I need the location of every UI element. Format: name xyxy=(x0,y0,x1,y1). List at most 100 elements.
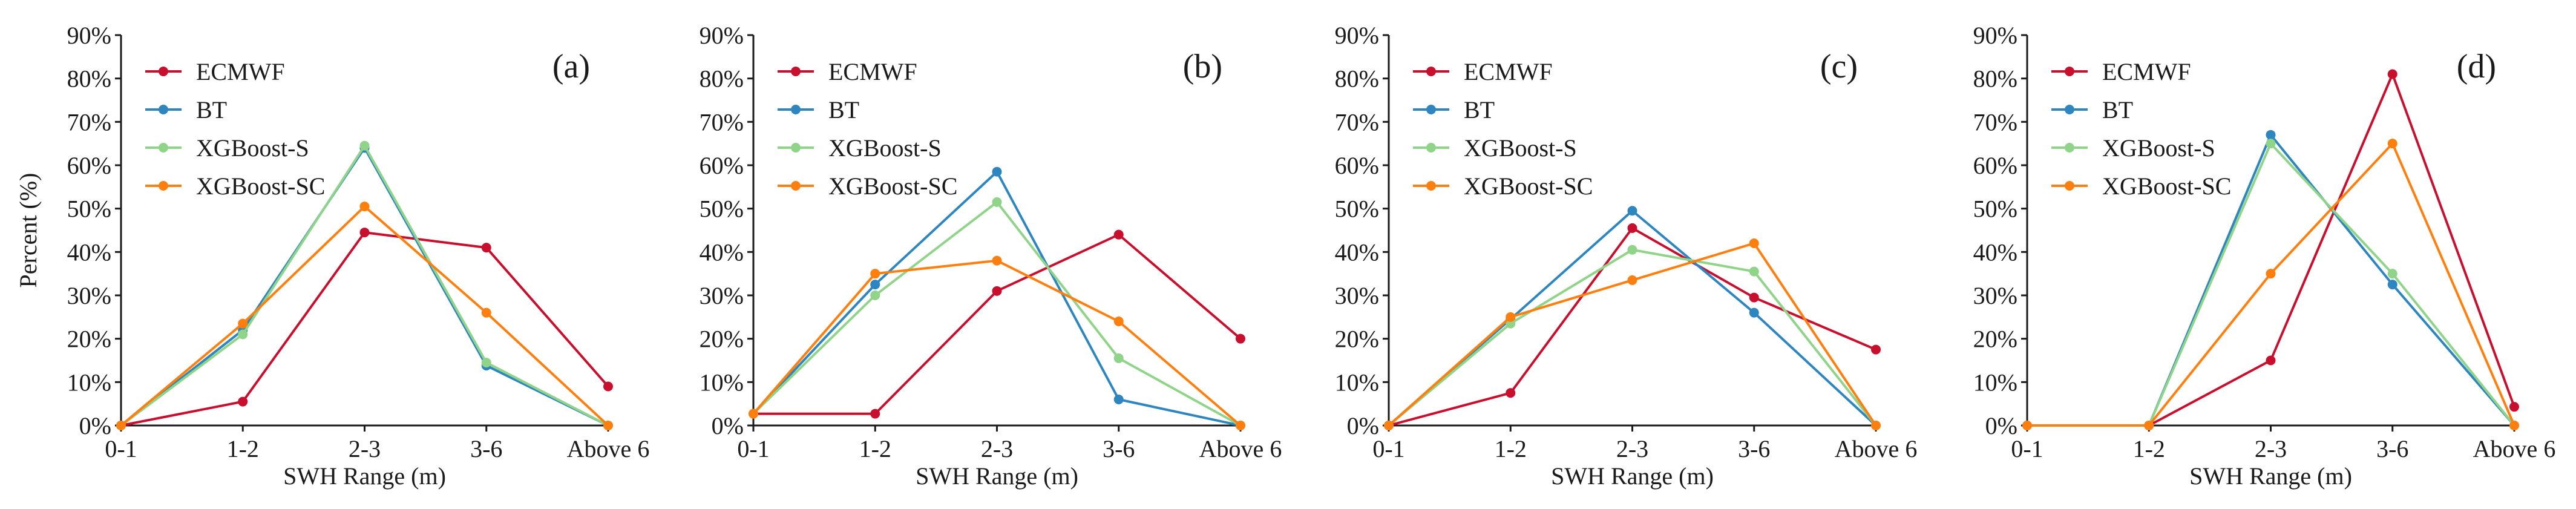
y-tick-label: 70% xyxy=(1973,108,2017,136)
data-point xyxy=(992,255,1002,266)
x-tick-label: Above 6 xyxy=(2473,435,2556,462)
y-tick-label: 60% xyxy=(1973,152,2017,179)
y-tick-label: 60% xyxy=(1335,152,1379,179)
x-tick-label: 0-1 xyxy=(2011,435,2043,462)
x-tick-label: 0-1 xyxy=(737,435,769,462)
legend-label: ECMWF xyxy=(828,58,917,85)
legend-marker xyxy=(2065,143,2074,153)
x-axis-title: SWH Range (m) xyxy=(916,462,1078,490)
y-tick-label: 30% xyxy=(700,282,744,309)
x-tick-label: Above 6 xyxy=(567,435,650,462)
data-point xyxy=(1627,275,1637,285)
data-point xyxy=(1236,333,1245,344)
legend-label: XGBoost-S xyxy=(2102,134,2215,162)
data-point xyxy=(1749,266,1759,277)
legend: ECMWF BT XGBoost-S XGBoost-SC xyxy=(1413,58,1593,200)
x-tick-label: 0-1 xyxy=(105,435,137,462)
legend-marker xyxy=(1426,105,1436,114)
y-tick-label: 80% xyxy=(1973,65,2017,93)
x-tick-label: 3-6 xyxy=(1738,435,1770,462)
y-tick-label: 10% xyxy=(1973,369,2017,396)
y-tick-label: 80% xyxy=(700,65,744,93)
series-line xyxy=(1388,226,1876,427)
series-ecmwf xyxy=(2022,69,2519,430)
panel-tag: (d) xyxy=(2457,48,2496,85)
legend-marker xyxy=(1426,143,1436,153)
series-xgboost-s xyxy=(2022,139,2519,430)
data-point xyxy=(749,409,758,419)
chart-panel-4: 0% 10% 20% 30% 40% 50% 60% 70% 80% 90% 0-1 1-2 2-3 3-… xyxy=(1973,22,2556,490)
series-line xyxy=(2027,141,2515,427)
data-point xyxy=(1627,206,1637,216)
data-point xyxy=(2387,69,2397,79)
chart-panel-1: 0% 10% 20% 30% 40% 50% 60% 70% 80% 90% 0-1 1-2 2-3 3-… xyxy=(15,22,649,490)
data-point xyxy=(2387,139,2397,149)
y-tick-label: 60% xyxy=(67,152,111,179)
y-tick-label: 70% xyxy=(700,108,744,136)
x-tick-label: 3-6 xyxy=(1103,435,1135,462)
data-point xyxy=(870,409,880,419)
y-tick-label: 30% xyxy=(1973,282,2017,309)
data-point xyxy=(1113,353,1124,363)
data-point xyxy=(1627,245,1637,255)
y-tick-label: 90% xyxy=(67,22,111,49)
legend-marker xyxy=(1426,67,1436,76)
data-point xyxy=(992,197,1002,207)
data-point xyxy=(992,286,1002,296)
x-axis-title: SWH Range (m) xyxy=(1551,462,1714,490)
data-point xyxy=(359,140,370,151)
data-point xyxy=(2266,355,2276,366)
data-point xyxy=(1749,292,1759,303)
y-tick-label: 40% xyxy=(1335,238,1379,266)
data-point xyxy=(1749,238,1759,248)
data-point xyxy=(359,228,370,238)
y-tick-label: 20% xyxy=(700,326,744,353)
x-tick-label: 2-3 xyxy=(1616,435,1648,462)
series-xgboost-sc xyxy=(116,202,613,430)
legend-label: XGBoost-SC xyxy=(1464,172,1593,200)
legend-marker xyxy=(2065,67,2074,76)
y-tick-label: 50% xyxy=(1335,195,1379,223)
data-point xyxy=(238,318,248,329)
data-point xyxy=(1749,307,1759,318)
x-axis-title: SWH Range (m) xyxy=(283,462,446,490)
data-point xyxy=(2509,402,2519,412)
data-point xyxy=(1113,395,1124,404)
x-tick-label: Above 6 xyxy=(1835,435,1918,462)
series-line xyxy=(752,169,1241,427)
series-line xyxy=(2027,132,2515,427)
y-tick-label: 30% xyxy=(1335,282,1379,309)
y-tick-label: 70% xyxy=(67,108,111,136)
y-tick-label: 40% xyxy=(700,238,744,266)
x-tick-label: 1-2 xyxy=(227,435,259,462)
data-point xyxy=(238,396,248,407)
x-tick-label: Above 6 xyxy=(1199,435,1282,462)
data-point xyxy=(1113,229,1124,240)
x-tick-label: 1-2 xyxy=(859,435,891,462)
series-xgboost-sc xyxy=(749,255,1245,430)
x-tick-label: 1-2 xyxy=(2133,435,2165,462)
data-point xyxy=(1871,344,1881,355)
y-tick-label: 90% xyxy=(1335,22,1379,49)
data-point xyxy=(238,329,248,340)
data-point xyxy=(1113,317,1124,326)
y-tick-label: 50% xyxy=(67,195,111,223)
y-tick-label: 0% xyxy=(1985,412,2017,439)
legend-marker xyxy=(2065,181,2074,191)
data-point xyxy=(1506,388,1516,398)
series-line xyxy=(120,145,609,427)
series-line xyxy=(120,231,609,427)
y-tick-label: 10% xyxy=(1335,369,1379,396)
y-tick-label: 40% xyxy=(67,238,111,266)
y-tick-label: 20% xyxy=(1335,326,1379,353)
panel-tag: (b) xyxy=(1183,48,1222,85)
legend-label: ECMWF xyxy=(1464,58,1553,85)
legend-marker xyxy=(791,105,801,114)
y-tick-label: 20% xyxy=(67,326,111,353)
data-point xyxy=(359,202,370,212)
x-tick-label: 3-6 xyxy=(470,435,502,462)
legend-label: BT xyxy=(828,96,859,123)
data-point xyxy=(1627,223,1637,233)
series-line xyxy=(120,143,609,427)
legend-label: ECMWF xyxy=(2102,58,2191,85)
